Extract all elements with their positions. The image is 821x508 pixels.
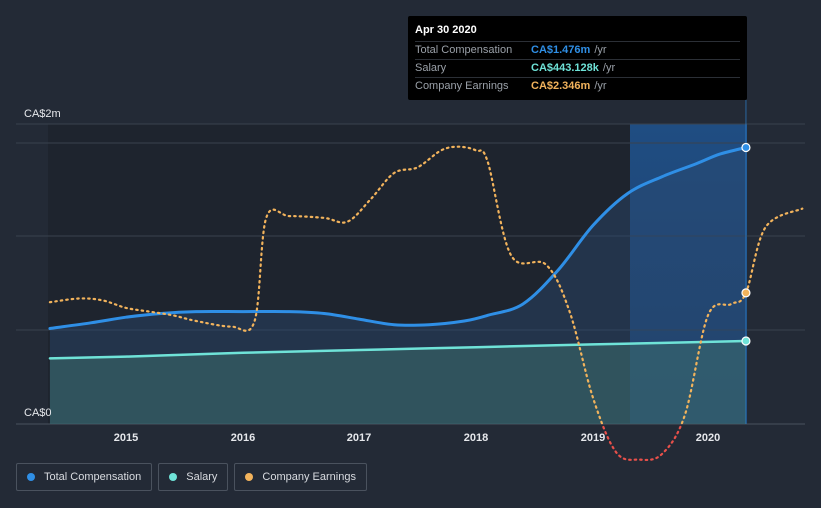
line-total xyxy=(48,146,748,330)
tooltip-unit: /yr xyxy=(602,62,616,74)
tooltip-row-salary: Salary CA$443.128k /yr xyxy=(415,59,740,77)
legend-total-compensation[interactable]: Total Compensation xyxy=(16,463,153,491)
chart-legend: Total Compensation Salary Company Earnin… xyxy=(16,463,367,491)
legend-dot-icon xyxy=(245,473,254,481)
y-tick-label: CA$0 xyxy=(24,407,52,419)
x-tick-label: 2016 xyxy=(231,432,255,444)
x-axis: 2015 2016 2017 2018 2019 2020 xyxy=(114,432,720,444)
legend-company-earnings[interactable]: Company Earnings xyxy=(234,463,367,491)
marker-earnings xyxy=(741,288,751,298)
legend-label: Salary xyxy=(186,471,218,483)
series-lines xyxy=(48,145,804,462)
area-salary xyxy=(49,341,746,424)
tooltip-row-earnings: Company Earnings CA$2.346m /yr xyxy=(415,77,740,95)
marker-salary xyxy=(741,336,751,346)
line-earnings xyxy=(48,145,804,424)
legend-dot-icon xyxy=(169,473,178,481)
tooltip-name: Company Earnings xyxy=(415,80,509,92)
tooltip-name: Total Compensation xyxy=(415,44,513,56)
series-areas xyxy=(49,147,746,424)
tooltip-value: CA$443.128k xyxy=(531,62,599,74)
x-tick-label: 2018 xyxy=(464,432,488,444)
hover-markers xyxy=(741,100,751,424)
tooltip-row-total: Total Compensation CA$1.476m /yr xyxy=(415,41,740,59)
legend-label: Total Compensation xyxy=(44,471,142,483)
tooltip-date: Apr 30 2020 xyxy=(415,24,477,36)
tooltip-unit: /yr xyxy=(594,80,607,92)
tooltip-value: CA$1.476m xyxy=(531,44,591,56)
x-tick-label: 2017 xyxy=(347,432,371,444)
line-salary xyxy=(48,339,748,360)
marker-total xyxy=(741,142,751,153)
tooltip-name: Salary xyxy=(415,62,447,74)
y-tick-label: CA$2m xyxy=(24,108,61,120)
x-tick-label: 2019 xyxy=(581,432,605,444)
legend-dot-icon xyxy=(27,473,35,481)
legend-label: Company Earnings xyxy=(262,471,356,483)
y-axis: CA$2m CA$0 xyxy=(24,108,61,419)
tooltip-value: CA$2.346m xyxy=(531,80,591,92)
legend-salary[interactable]: Salary xyxy=(158,463,229,491)
tooltip-unit: /yr xyxy=(594,44,607,56)
hover-tooltip: Apr 30 2020 Total Compensation CA$1.476m… xyxy=(408,16,747,100)
x-tick-label: 2015 xyxy=(114,432,138,444)
x-tick-label: 2020 xyxy=(696,432,720,444)
